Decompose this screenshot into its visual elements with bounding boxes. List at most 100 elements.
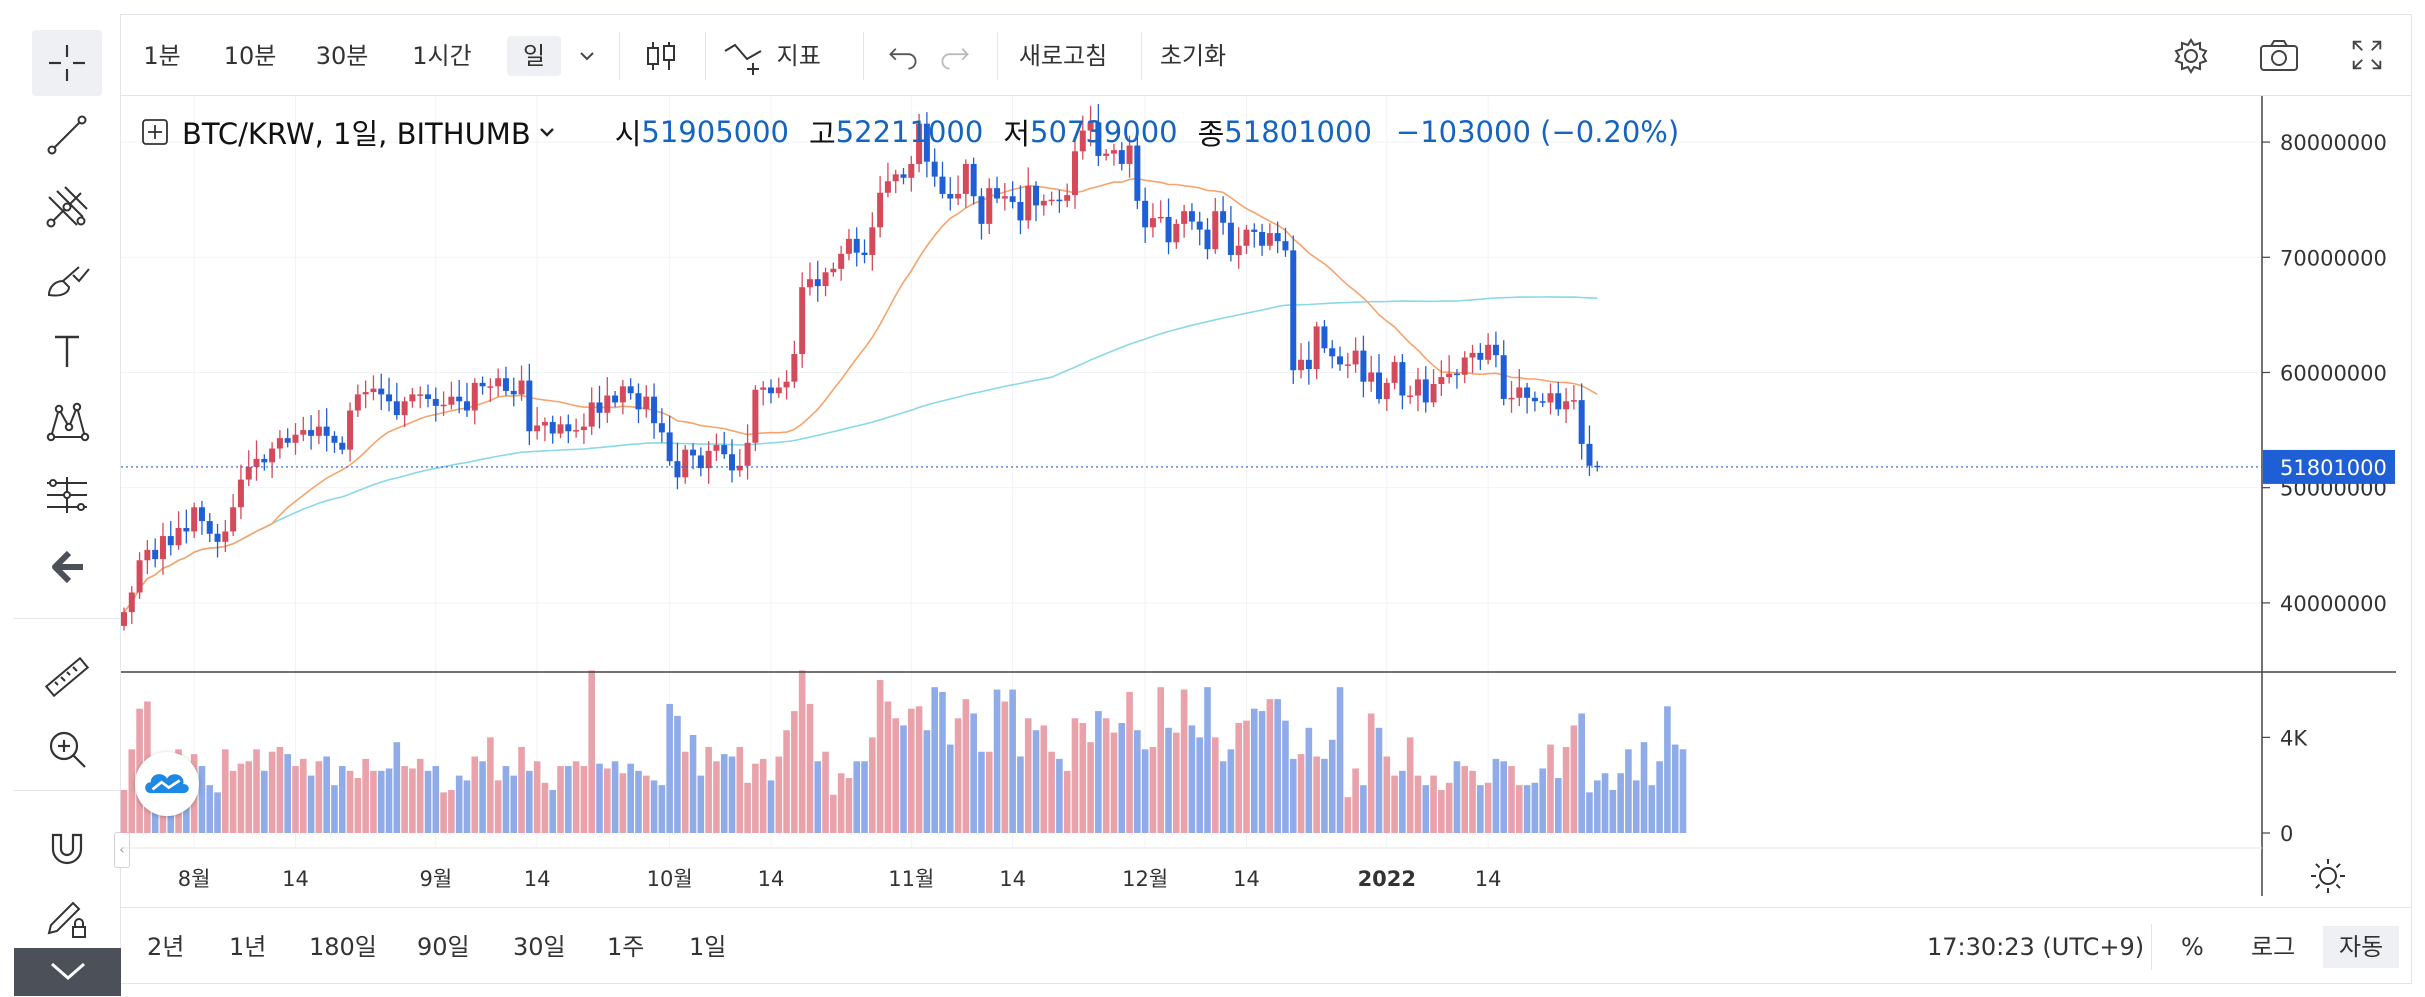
candle: [128, 586, 135, 625]
range-90d-button[interactable]: 90일: [417, 933, 470, 961]
volume-bar: [377, 770, 385, 833]
pattern-tool-button[interactable]: [32, 390, 102, 456]
range-1y-button[interactable]: 1년: [229, 933, 267, 961]
volume-bar: [471, 756, 479, 833]
measure-tool-button[interactable]: [32, 462, 102, 528]
brightness-icon[interactable]: [2311, 859, 2345, 893]
range-2y-button[interactable]: 2년: [147, 933, 185, 961]
candle-body: [1570, 400, 1577, 402]
symbol-selector[interactable]: BTC/KRW, 1일, BITHUMB: [182, 117, 531, 151]
interval-dropdown-button[interactable]: [567, 36, 607, 76]
candle-body: [1134, 145, 1141, 201]
candle: [1391, 355, 1398, 390]
volume-bar: [1250, 708, 1258, 833]
chevron-down-icon[interactable]: [537, 122, 557, 142]
volume-bar: [1305, 727, 1313, 833]
volume-bar: [1282, 720, 1289, 833]
candle-body: [1266, 233, 1273, 246]
undo-button[interactable]: [881, 36, 925, 76]
candle: [495, 368, 502, 397]
panel-collapse-handle[interactable]: ‹: [114, 832, 130, 868]
trend-line-tool-button[interactable]: [32, 102, 102, 168]
candle: [1477, 343, 1484, 370]
candle: [1453, 369, 1460, 389]
range-1w-button[interactable]: 1주: [607, 933, 645, 961]
candle: [1173, 219, 1180, 249]
ruler-tool-button[interactable]: [32, 644, 102, 710]
settings-button[interactable]: [2167, 36, 2215, 76]
auto-scale-button[interactable]: 자동: [2323, 926, 2400, 968]
text-tool-button[interactable]: [32, 318, 102, 384]
zoom-in-tool-button[interactable]: [32, 716, 102, 782]
volume-bar: [1617, 773, 1624, 833]
candle: [386, 377, 393, 412]
volume-bar: [674, 715, 681, 833]
log-scale-button[interactable]: 로그: [2251, 933, 2296, 961]
range-30d-button[interactable]: 30일: [513, 933, 566, 961]
magnet-tool-button[interactable]: [32, 814, 102, 880]
volume-bar: [884, 701, 892, 833]
tradingview-logo[interactable]: [135, 752, 199, 816]
candle: [471, 378, 478, 425]
volume-bar: [1539, 768, 1546, 833]
candle: [767, 379, 774, 404]
hide-drawings-button[interactable]: [32, 534, 102, 600]
interval-day-button[interactable]: 일: [507, 36, 561, 76]
toolbar-expand-button[interactable]: [14, 948, 121, 996]
candle: [1360, 335, 1367, 398]
lock-drawing-button[interactable]: [32, 886, 102, 952]
candle: [744, 424, 751, 480]
volume-bar: [1102, 718, 1110, 833]
brush-tool-button[interactable]: [32, 246, 102, 312]
volume-bar: [479, 761, 486, 833]
interval-1h-button[interactable]: 1시간: [412, 42, 472, 70]
volume-bar: [206, 785, 214, 833]
time-tick-label: 14: [282, 867, 309, 891]
volume-bar: [1500, 761, 1508, 833]
volume-bar: [1664, 706, 1671, 833]
range-180d-button[interactable]: 180일: [309, 933, 377, 961]
clock-display[interactable]: 17:30:23 (UTC+9): [1927, 933, 2145, 961]
volume-bar: [572, 761, 580, 833]
percent-scale-button[interactable]: %: [2181, 933, 2204, 961]
candle-body: [1033, 185, 1040, 206]
candle-body: [1079, 130, 1086, 152]
pitchfork-tool-button[interactable]: [32, 174, 102, 240]
candle: [1352, 337, 1359, 373]
candle: [534, 407, 541, 440]
screenshot-button[interactable]: [2253, 36, 2305, 76]
candle-body: [1492, 344, 1499, 356]
volume-bar: [1032, 730, 1040, 833]
volume-bar: [1227, 749, 1235, 833]
candle: [674, 442, 681, 490]
volume-bar: [1110, 732, 1118, 833]
interval-10m-button[interactable]: 10분: [223, 42, 277, 70]
candle: [986, 178, 993, 235]
volume-bar: [580, 766, 588, 833]
crosshair-tool-button[interactable]: [32, 30, 102, 96]
candle: [1220, 196, 1227, 235]
candle: [682, 445, 689, 484]
candle-body: [806, 279, 813, 288]
candle-body: [1469, 352, 1476, 358]
refresh-button[interactable]: 새로고침: [1018, 42, 1108, 70]
expand-legend-icon[interactable]: [140, 117, 170, 147]
range-1d-button[interactable]: 1일: [689, 933, 727, 961]
candle-body: [1422, 379, 1429, 403]
interval-1m-button[interactable]: 1분: [143, 42, 181, 70]
redo-button[interactable]: [933, 36, 977, 76]
indicator-button[interactable]: 지표: [721, 36, 833, 76]
volume-bar: [759, 758, 767, 833]
reset-button[interactable]: 초기화: [1159, 42, 1227, 70]
candle-body: [1220, 211, 1227, 223]
fullscreen-button[interactable]: [2343, 36, 2391, 76]
candle-body: [986, 188, 993, 224]
volume-bar: [1508, 766, 1515, 833]
volume-bar: [1297, 754, 1305, 833]
cloud-logo-icon: [145, 774, 189, 794]
candle: [760, 381, 767, 406]
interval-30m-button[interactable]: 30분: [315, 42, 369, 70]
chart-type-button[interactable]: [631, 36, 691, 76]
time-tick-label: 14: [999, 867, 1026, 891]
volume-bar: [1492, 758, 1500, 833]
